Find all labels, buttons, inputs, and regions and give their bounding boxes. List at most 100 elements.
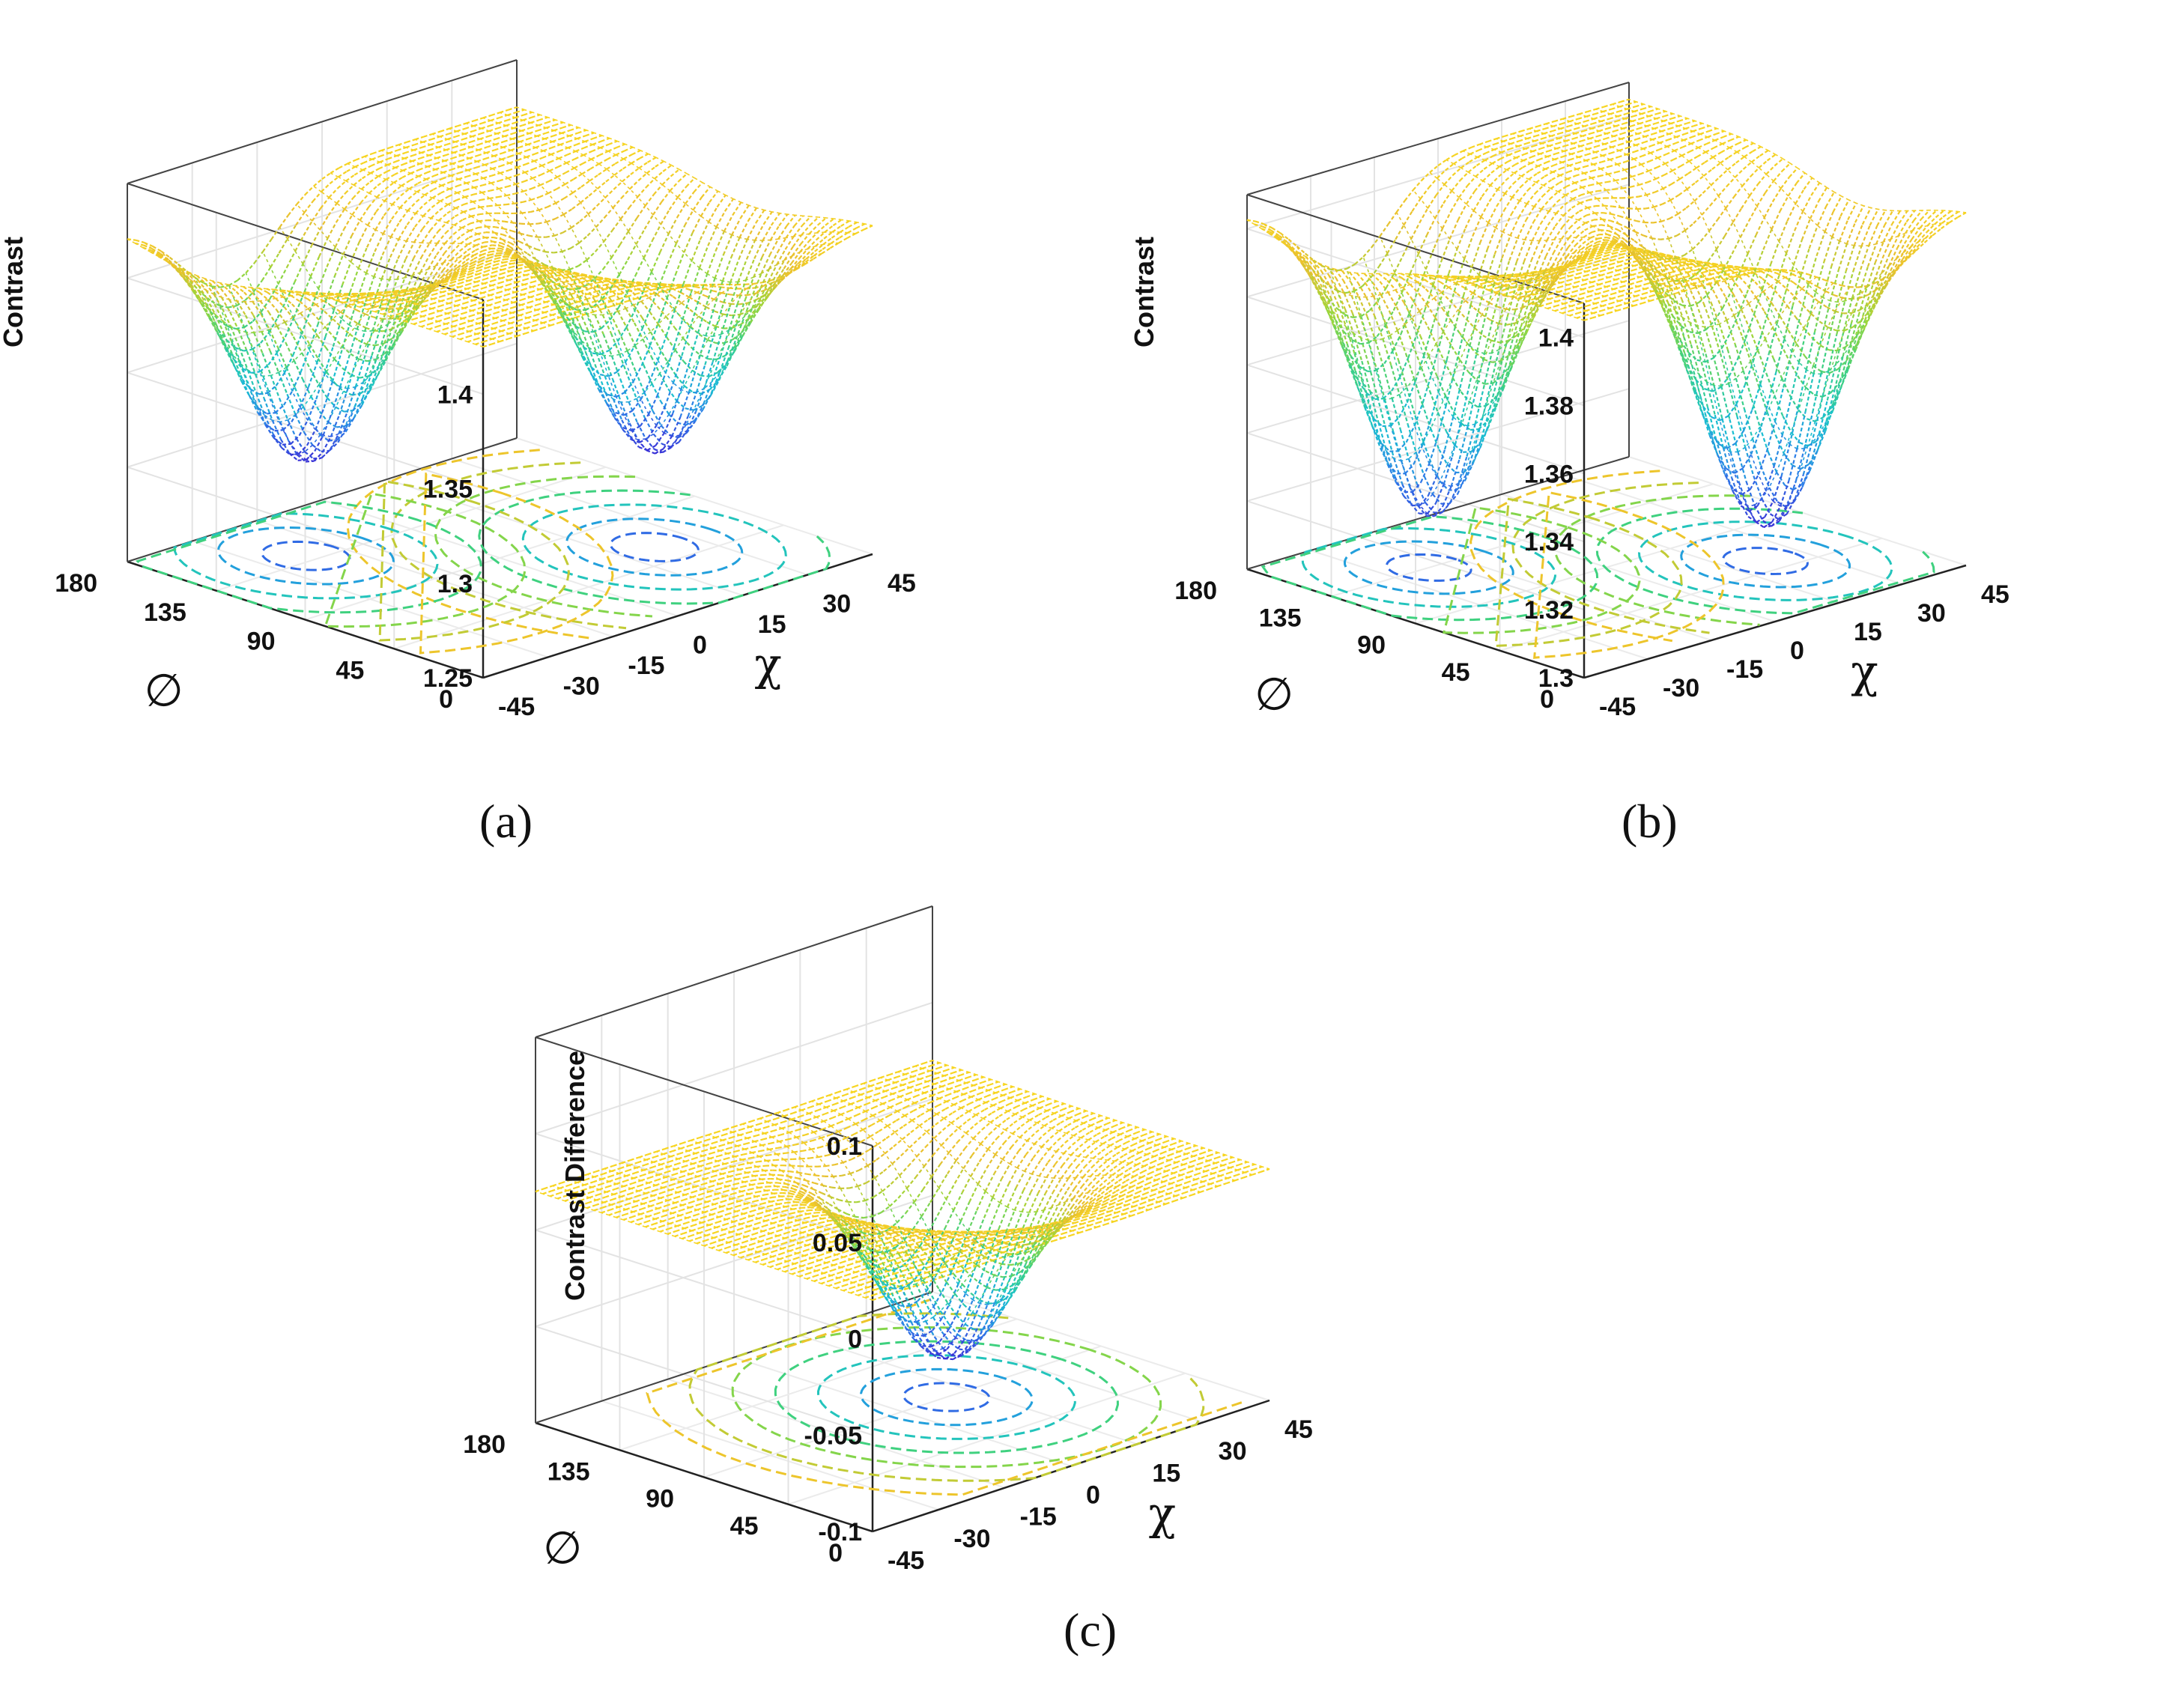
surface-segment [299,407,309,421]
surface-segment [204,282,215,295]
surface-segment [1881,252,1891,274]
surface-segment [462,144,471,148]
surface-segment [491,248,500,252]
surface-segment [462,141,472,145]
surface-segment [568,147,577,152]
surface-segment [540,279,549,288]
surface-segment [1584,312,1594,317]
surface-segment [1666,289,1676,312]
surface-segment [475,246,485,252]
surface-segment [479,141,488,145]
surface-segment [424,297,434,303]
surface-segment [477,151,487,157]
surface-segment [732,314,741,329]
surface-segment [609,137,618,142]
surface-segment [1777,280,1787,289]
surface-segment [1444,395,1455,413]
surface-segment [1583,281,1592,286]
surface-segment [672,288,682,294]
surface-segment [613,282,622,286]
surface-segment [716,194,727,208]
surface-segment [605,174,616,183]
surface-segment [528,309,538,314]
surface-segment [664,382,675,407]
surface-segment [585,287,595,300]
surface-segment [592,332,601,355]
surface-segment [472,133,482,138]
surface-segment [1481,313,1491,321]
surface-segment [273,437,282,449]
surface-segment [1726,177,1736,187]
surface-segment [387,318,396,325]
surface-segment [515,114,524,119]
surface-segment [384,181,395,190]
surface-segment [1593,218,1603,221]
surface-segment [640,297,649,302]
surface-segment [344,410,354,427]
surface-segment [512,304,522,309]
surface-segment [1487,395,1498,425]
surface-segment [1647,177,1657,183]
surface-segment [367,211,377,226]
surface-segment [713,298,723,303]
surface-segment [443,259,452,264]
surface-segment [1402,286,1412,299]
surface-segment [419,160,429,165]
surface-segment [847,227,857,234]
surface-segment [388,258,399,280]
surface-segment [1601,267,1611,272]
surface-segment [1659,282,1669,303]
surface-segment [323,434,331,437]
surface-segment [459,338,468,343]
surface-segment [618,300,628,305]
surface-segment [1660,217,1670,222]
surface-segment [1881,238,1892,259]
surface-segment [679,285,688,288]
surface-segment [1878,276,1889,296]
surface-segment [589,163,600,170]
surface-segment [529,130,539,135]
surface-segment [316,336,327,363]
surface-segment [267,312,279,327]
surface-segment [214,314,224,322]
surface-segment [356,301,367,330]
surface-segment [496,261,505,264]
surface-segment [429,320,439,325]
surface-segment [1801,288,1811,297]
surface-segment [1739,289,1750,304]
surface-segment [237,330,248,352]
surface-segment [501,155,511,160]
surface-segment [1547,305,1556,310]
surface-segment [1741,336,1752,362]
surface-segment [627,376,637,399]
surface-segment [689,299,700,328]
surface-segment [1774,395,1784,417]
surface-segment [1692,260,1702,267]
surface-segment [494,146,504,151]
axis-line [127,437,518,562]
surface-segment [1769,275,1779,282]
surface-segment [389,279,398,281]
surface-segment [1895,243,1905,260]
surface-segment [585,306,595,311]
surface-segment [516,171,526,177]
surface-segment [1708,219,1718,232]
surface-segment [321,436,332,453]
surface-segment [144,242,153,249]
surface-segment [1858,294,1868,300]
surface-segment [691,369,702,377]
surface-segment [1457,309,1467,320]
surface-segment [332,318,342,328]
surface-segment [722,234,733,255]
surface-segment [351,304,360,308]
surface-segment [461,151,470,157]
surface-segment [1860,245,1870,270]
surface-segment [614,417,623,430]
surface-segment [1837,243,1848,270]
surface-segment [774,268,785,284]
surface-segment [616,140,625,145]
surface-segment [399,198,410,208]
surface-segment [333,309,342,320]
surface-segment [451,243,461,253]
surface-segment [707,226,718,246]
